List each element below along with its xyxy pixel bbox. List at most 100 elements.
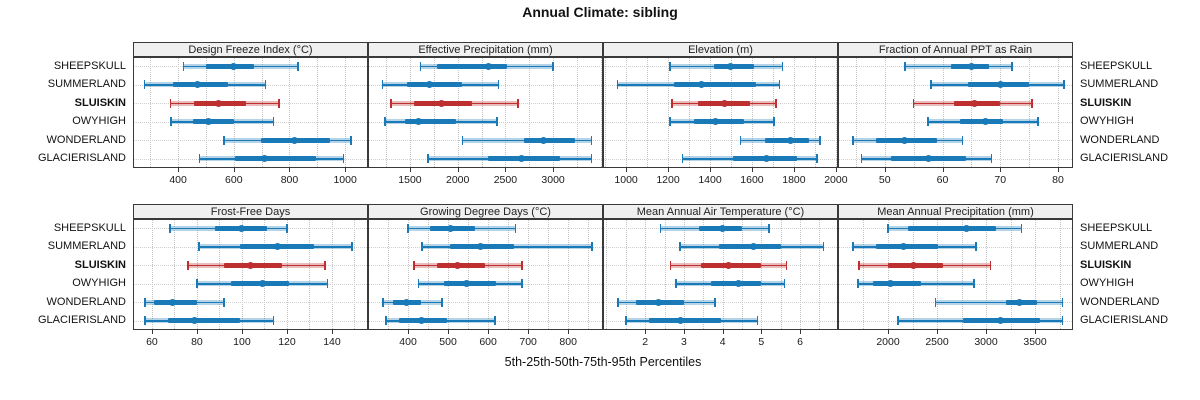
axis-tick	[345, 168, 347, 172]
gridline-vertical	[286, 220, 289, 329]
whisker-cap-5th	[669, 117, 671, 127]
axis-tick-label: 2000	[824, 174, 848, 186]
whisker-cap-5th	[461, 135, 464, 145]
median-dot	[963, 224, 971, 232]
axis-tick-label: 600	[479, 336, 497, 348]
whisker-cap-95th	[590, 154, 592, 164]
panel-plot-area	[603, 57, 838, 168]
gridline-vertical	[937, 220, 939, 329]
whisker-cap-95th	[297, 61, 299, 71]
whisker-cap-95th	[1011, 61, 1013, 71]
gridline-vertical	[793, 58, 796, 167]
whisker-cap-95th	[441, 297, 443, 307]
whisker-cap-5th	[381, 80, 384, 90]
axis-tick	[289, 168, 291, 172]
axis-tick-label: 700	[519, 336, 537, 348]
axis-tick-label: 3500	[1023, 336, 1047, 348]
panel-strip-title: Mean Annual Precipitation (mm)	[838, 204, 1073, 219]
median-dot	[403, 298, 411, 306]
gridline-vertical	[1059, 220, 1062, 329]
whisker-cap-5th	[904, 61, 906, 71]
gridline-vertical	[354, 220, 356, 329]
axis-tick-label: 120	[278, 336, 296, 348]
axis-tick-label: 3000	[541, 174, 565, 186]
median-dot	[415, 118, 423, 126]
gridline-vertical	[1035, 220, 1037, 329]
panel-plot-area	[838, 57, 1073, 168]
whisker-cap-95th	[521, 260, 523, 270]
interquartile-bar-25-75	[436, 262, 486, 268]
axis-tick-label: 60	[936, 174, 949, 186]
axis-tick-label: 2500	[925, 336, 949, 348]
whisker-cap-5th	[675, 279, 677, 289]
gridline-vertical	[388, 220, 390, 329]
gridline-vertical	[529, 58, 531, 167]
station-label-left: SUMMERLAND	[47, 78, 126, 91]
whisker-cap-5th	[887, 223, 889, 233]
gridline-vertical	[855, 58, 858, 167]
median-dot	[247, 261, 255, 269]
gridline-vertical	[863, 220, 865, 329]
median-dot	[425, 81, 433, 89]
axis-tick-label: 800	[280, 174, 299, 186]
whisker-cap-95th	[781, 61, 784, 71]
whisker-cap-95th	[775, 98, 777, 108]
whisker-cap-5th	[852, 135, 854, 145]
gridline-vertical	[800, 220, 802, 329]
gridline-vertical	[912, 220, 915, 329]
whisker-cap-95th	[278, 98, 280, 108]
gridline-vertical	[309, 220, 311, 329]
whisker-cap-5th	[417, 279, 420, 289]
interquartile-bar-25-75	[436, 63, 508, 69]
gridline-vertical	[703, 220, 705, 329]
gridline-vertical	[761, 220, 763, 329]
gridline-vertical	[568, 220, 570, 329]
axis-tick-label: 140	[323, 336, 341, 348]
median-dot	[446, 224, 454, 232]
median-dot	[967, 62, 975, 70]
gridline-vertical	[668, 58, 670, 167]
gridline-vertical	[1000, 58, 1002, 167]
panel-plot-area	[368, 57, 603, 168]
gridline-vertical	[689, 58, 691, 167]
whisker-cap-5th	[858, 260, 860, 270]
whisker-cap-95th	[714, 297, 716, 307]
gridline-vertical	[428, 220, 430, 329]
axis-tick-label: 60	[146, 336, 158, 348]
gridline-vertical	[683, 220, 686, 329]
whisker-cap-95th	[990, 154, 993, 164]
gridline-vertical	[548, 220, 550, 329]
axis-tick	[710, 168, 711, 172]
axis-tick	[626, 168, 628, 172]
whisker-cap-5th	[143, 80, 146, 90]
interquartile-bar-25-75	[674, 82, 757, 88]
axis-tick	[151, 330, 153, 334]
gridline-vertical	[174, 220, 176, 329]
gridline-vertical	[710, 58, 712, 167]
interquartile-bar-25-75	[908, 225, 997, 231]
gridline-vertical	[722, 220, 725, 329]
whisker-cap-95th	[1037, 117, 1039, 127]
interquartile-bar-25-75	[167, 318, 240, 324]
axis-tick-label: 5	[758, 336, 765, 348]
axis-tick	[233, 168, 235, 172]
median-dot	[787, 136, 795, 144]
axis-tick-label: 600	[225, 174, 243, 186]
panel-plot-area	[603, 219, 838, 330]
whisker-cap-95th	[773, 117, 775, 127]
median-dot	[886, 280, 894, 288]
median-dot	[462, 280, 470, 288]
panel-strip-title: Mean Annual Air Temperature (°C)	[603, 204, 838, 219]
interquartile-bar-25-75	[443, 281, 497, 287]
axis-tick	[888, 330, 889, 334]
whisker-cap-5th	[385, 316, 387, 326]
whisker-cap-95th	[286, 223, 288, 233]
axis-tick-label: 4	[719, 336, 726, 348]
median-dot	[734, 280, 742, 288]
gridline-vertical	[606, 220, 608, 329]
median-dot	[204, 118, 212, 126]
gridline-vertical	[261, 58, 264, 167]
axis-tick	[457, 168, 459, 172]
axis-tick	[196, 330, 198, 334]
whisker-cap-95th	[1061, 297, 1064, 307]
